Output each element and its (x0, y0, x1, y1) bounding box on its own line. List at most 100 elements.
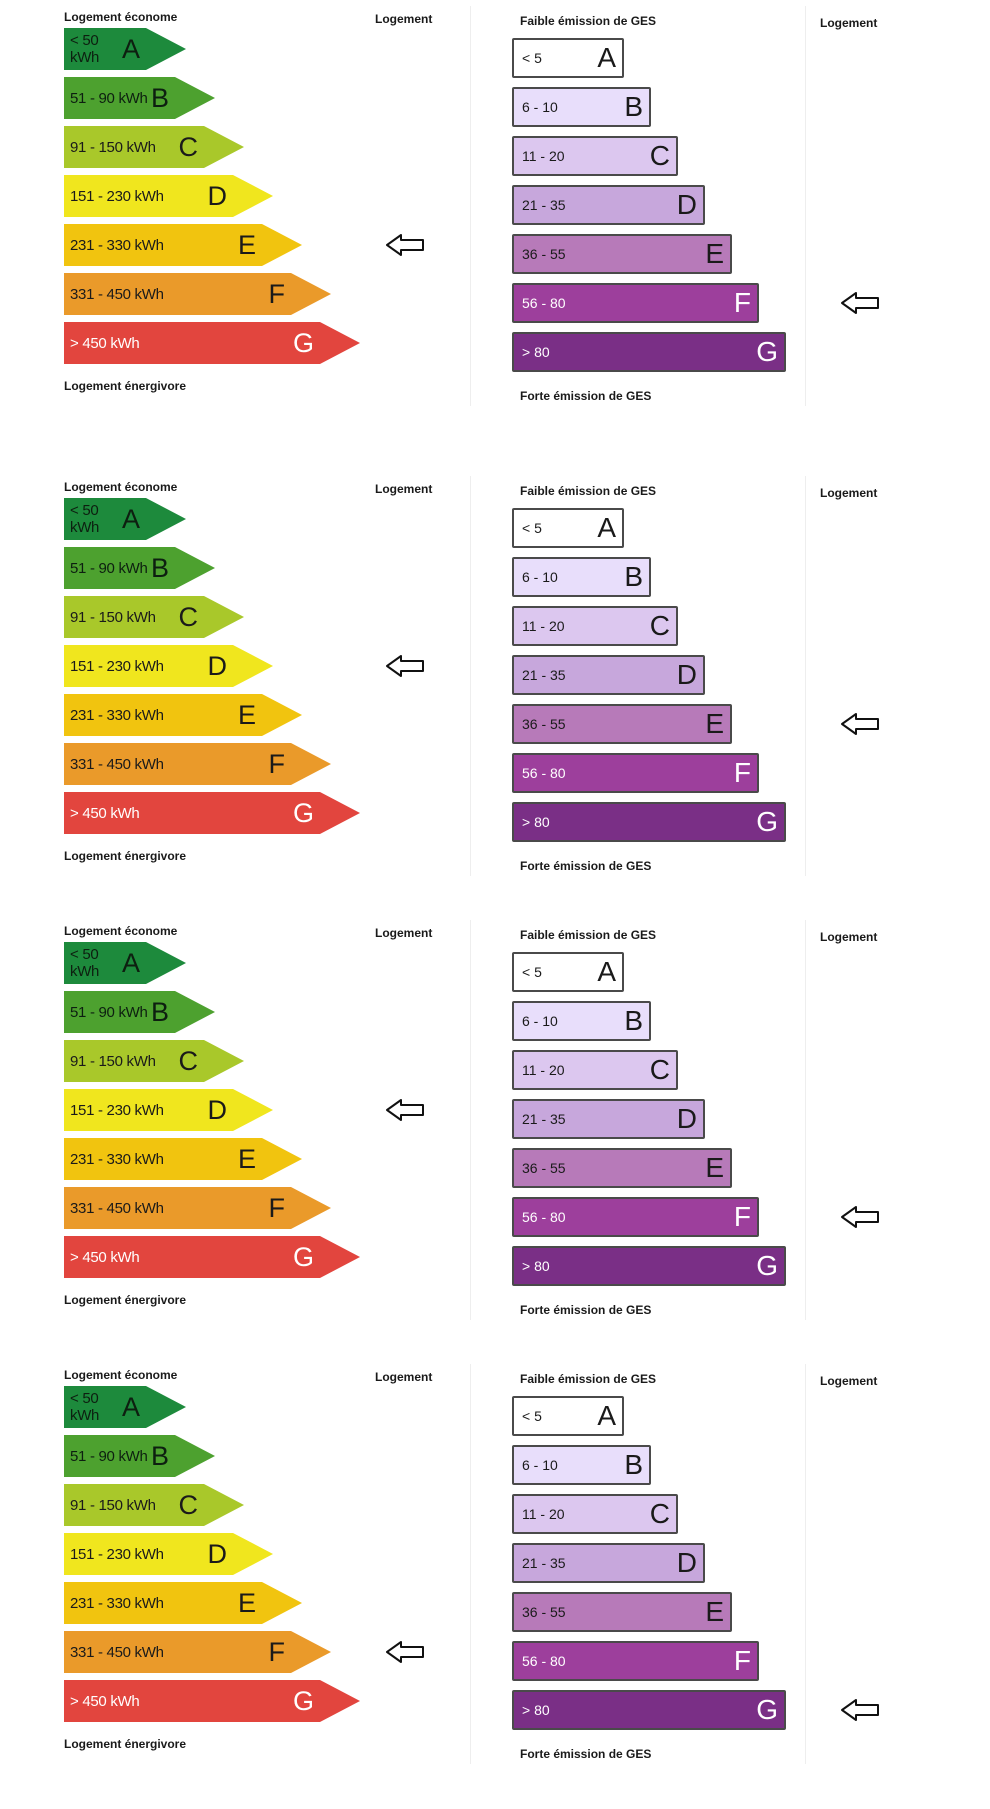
energy-class-letter: D (207, 1094, 227, 1125)
energy-class-letter: E (237, 1143, 256, 1174)
ges-top-label: Faible émission de GES (520, 928, 657, 942)
ges-class-g: > 80 G (512, 1690, 786, 1730)
ges-class-letter: F (733, 757, 751, 788)
energy-class-range: 231 - 330 kWh (70, 706, 164, 724)
energy-class-letter: D (207, 650, 227, 681)
energy-class-d: 151 - 230 kWh D (64, 175, 273, 217)
ges-class-f: 56 - 80 F (512, 283, 759, 323)
energy-class-range: 231 - 330 kWh (70, 236, 164, 254)
energy-class-range: 151 - 230 kWh (70, 657, 164, 675)
energy-panel-frame (60, 1364, 471, 1764)
ges-bottom-label: Forte émission de GES (520, 389, 652, 403)
energy-class-g: > 450 kWh G (64, 1680, 360, 1722)
energy-class-letter: G (292, 1685, 314, 1716)
ges-logement-label: Logement (820, 930, 878, 944)
energy-class-letter: G (292, 797, 314, 828)
energy-class-range: > 450 kWh (70, 804, 140, 822)
ges-class-range: < 5 (522, 964, 542, 980)
ges-class-e: 36 - 55 E (512, 1148, 732, 1188)
energy-class-range: 331 - 450 kWh (70, 755, 164, 773)
ges-bottom-label: Forte émission de GES (520, 1747, 652, 1761)
ges-panel-frame (505, 1364, 806, 1764)
energy-class-d: 151 - 230 kWh D (64, 1533, 273, 1575)
ges-class-letter: C (649, 140, 670, 171)
ges-class-c: 11 - 20 C (512, 1494, 678, 1534)
ges-class-range: 11 - 20 (522, 1506, 565, 1522)
ges-class-range: 36 - 55 (522, 716, 566, 732)
ges-class-f: 56 - 80 F (512, 1197, 759, 1237)
ges-class-range: 21 - 35 (522, 197, 566, 213)
energy-indicator-arrow-icon (386, 1099, 424, 1121)
ges-class-letter: D (676, 189, 697, 220)
ges-class-letter: B (624, 1005, 643, 1036)
ges-class-range: < 5 (522, 520, 542, 536)
energy-class-range: 331 - 450 kWh (70, 285, 164, 303)
energy-class-c: 91 - 150 kWh C (64, 1040, 244, 1082)
ges-class-range: 21 - 35 (522, 1555, 566, 1571)
ges-class-range: > 80 (522, 1702, 550, 1718)
ges-class-e: 36 - 55 E (512, 234, 732, 274)
ges-indicator-arrow-icon (841, 713, 879, 735)
energy-class-range: < 50 kWh (70, 946, 100, 980)
ges-class-range: 56 - 80 (522, 765, 566, 781)
energy-class-letter: G (292, 327, 314, 358)
energy-class-g: > 450 kWh G (64, 1236, 360, 1278)
ges-class-d: 21 - 35 D (512, 655, 705, 695)
ges-class-range: 11 - 20 (522, 148, 565, 164)
energy-class-letter: F (268, 748, 285, 779)
ges-class-c: 11 - 20 C (512, 136, 678, 176)
energy-panel-frame (60, 920, 471, 1320)
energy-class-letter: C (178, 1489, 198, 1520)
energy-top-label: Logement économe (64, 10, 178, 24)
ges-indicator-arrow-icon (841, 1699, 879, 1721)
energy-class-range: 51 - 90 kWh (70, 89, 148, 107)
energy-top-label: Logement économe (64, 1368, 178, 1382)
energy-panel-frame (60, 6, 471, 406)
energy-class-letter: F (268, 1636, 285, 1667)
ges-class-letter: D (676, 659, 697, 690)
ges-class-c: 11 - 20 C (512, 1050, 678, 1090)
energy-class-range: < 50 kWh (70, 502, 100, 536)
energy-class-letter: C (178, 601, 198, 632)
energy-class-range: 151 - 230 kWh (70, 1545, 164, 1563)
ges-class-range: > 80 (522, 1258, 550, 1274)
ges-class-a: < 5 A (512, 38, 624, 78)
ges-indicator-arrow-icon (841, 1206, 879, 1228)
energy-class-range: 151 - 230 kWh (70, 187, 164, 205)
ges-panel-frame (505, 476, 806, 876)
ges-class-letter: E (705, 708, 724, 739)
ges-class-letter: E (705, 238, 724, 269)
ges-class-c: 11 - 20 C (512, 606, 678, 646)
ges-class-letter: F (733, 1645, 751, 1676)
energy-class-range: < 50 kWh (70, 32, 100, 66)
ges-class-range: > 80 (522, 814, 550, 830)
ges-class-e: 36 - 55 E (512, 704, 732, 744)
energy-class-c: 91 - 150 kWh C (64, 596, 244, 638)
energy-class-letter: D (207, 1538, 227, 1569)
ges-class-d: 21 - 35 D (512, 1099, 705, 1139)
ges-class-range: 6 - 10 (522, 99, 558, 115)
energy-class-range: 51 - 90 kWh (70, 1003, 148, 1021)
energy-logement-label: Logement (375, 1370, 433, 1384)
energy-bottom-label: Logement énergivore (64, 849, 187, 863)
energy-class-letter: E (237, 229, 256, 260)
energy-bottom-label: Logement énergivore (64, 379, 187, 393)
ges-panel-frame (505, 920, 806, 1320)
ges-class-range: 56 - 80 (522, 1653, 566, 1669)
energy-class-letter: C (178, 131, 198, 162)
ges-class-letter: A (597, 42, 616, 73)
energy-class-letter: C (178, 1045, 198, 1076)
ges-class-a: < 5 A (512, 508, 624, 548)
ges-class-range: 11 - 20 (522, 618, 565, 634)
energy-indicator-arrow-icon (386, 1641, 424, 1663)
energy-class-range: 231 - 330 kWh (70, 1594, 164, 1612)
energy-class-letter: F (268, 1192, 285, 1223)
energy-class-c: 91 - 150 kWh C (64, 1484, 244, 1526)
energy-class-letter: A (121, 503, 140, 534)
ges-class-range: 56 - 80 (522, 295, 566, 311)
energy-bottom-label: Logement énergivore (64, 1737, 187, 1751)
energy-class-letter: B (150, 996, 169, 1027)
ges-class-range: 11 - 20 (522, 1062, 565, 1078)
energy-class-range: 91 - 150 kWh (70, 608, 156, 626)
ges-class-range: < 5 (522, 50, 542, 66)
